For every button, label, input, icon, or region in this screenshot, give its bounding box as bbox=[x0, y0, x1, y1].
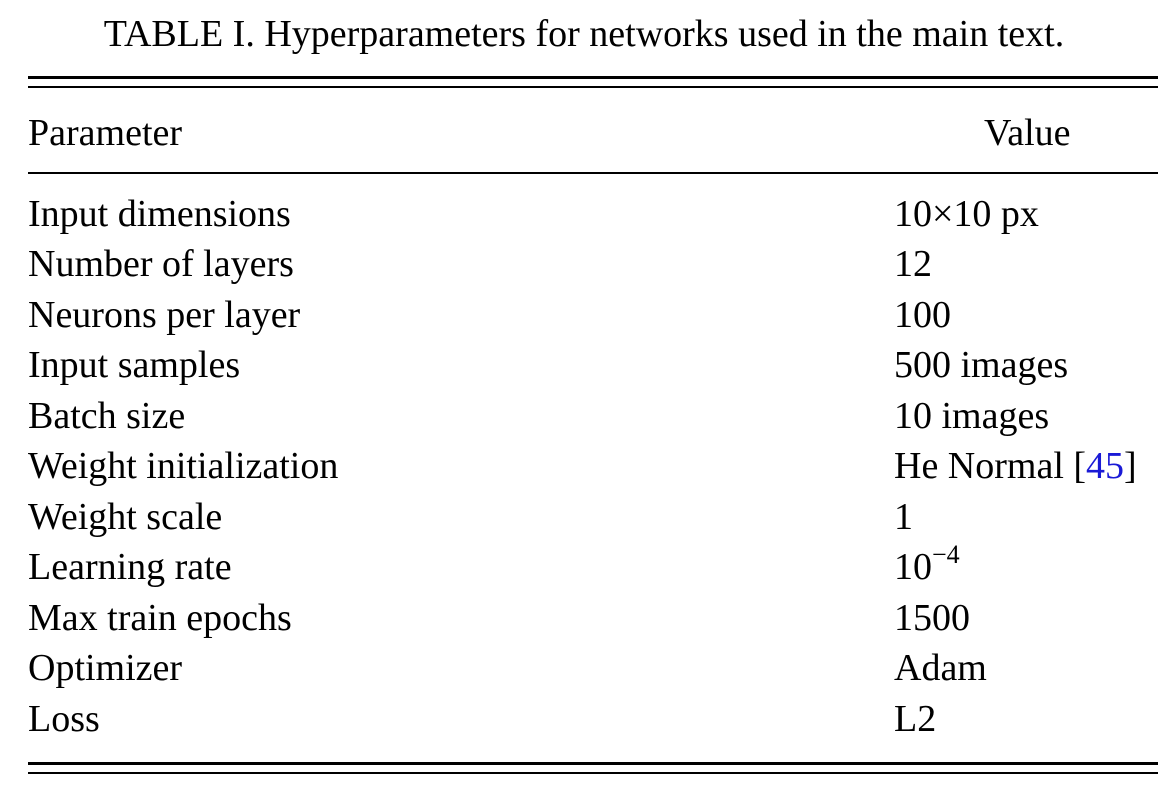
row-value: 12 bbox=[894, 243, 932, 285]
row-value-base: 10 bbox=[894, 546, 932, 588]
row-value-exponent: −4 bbox=[932, 540, 960, 569]
row-value: 1 bbox=[894, 496, 913, 538]
row-parameter: Input samples bbox=[28, 344, 241, 386]
bottom-rule-lower bbox=[28, 772, 1158, 774]
row-value-suffix: ] bbox=[1124, 445, 1137, 487]
row-parameter: Input dimensions bbox=[28, 193, 291, 235]
header-parameter: Parameter bbox=[28, 112, 183, 154]
row-parameter: Batch size bbox=[28, 395, 186, 437]
row-parameter: Max train epochs bbox=[28, 597, 292, 639]
row-value: 10 images bbox=[894, 395, 1050, 437]
row-value: Adam bbox=[894, 647, 987, 689]
row-value: 100 bbox=[894, 294, 951, 336]
row-value: 10×10 px bbox=[894, 193, 1039, 235]
row-value: 1500 bbox=[894, 597, 970, 639]
row-value: L2 bbox=[894, 698, 937, 740]
top-rule-upper bbox=[28, 76, 1158, 79]
table-caption: TABLE I. Hyperparameters for networks us… bbox=[103, 13, 1065, 55]
header-value: Value bbox=[984, 112, 1071, 154]
row-value: 10−4 bbox=[894, 540, 960, 596]
row-value: He Normal [45] bbox=[894, 441, 1137, 491]
row-value: 500 images bbox=[894, 344, 1069, 386]
row-parameter: Learning rate bbox=[28, 546, 232, 588]
row-parameter: Optimizer bbox=[28, 647, 183, 689]
top-rule-lower bbox=[28, 86, 1158, 88]
header-rule bbox=[28, 172, 1158, 174]
row-parameter: Weight initialization bbox=[28, 445, 339, 487]
row-value-text: He Normal [ bbox=[894, 445, 1087, 487]
bottom-rule-upper bbox=[28, 762, 1158, 765]
row-parameter: Number of layers bbox=[28, 243, 294, 285]
citation-link[interactable]: 45 bbox=[1086, 445, 1125, 487]
row-parameter: Neurons per layer bbox=[28, 294, 301, 336]
row-parameter: Weight scale bbox=[28, 496, 223, 538]
row-parameter: Loss bbox=[28, 698, 100, 740]
